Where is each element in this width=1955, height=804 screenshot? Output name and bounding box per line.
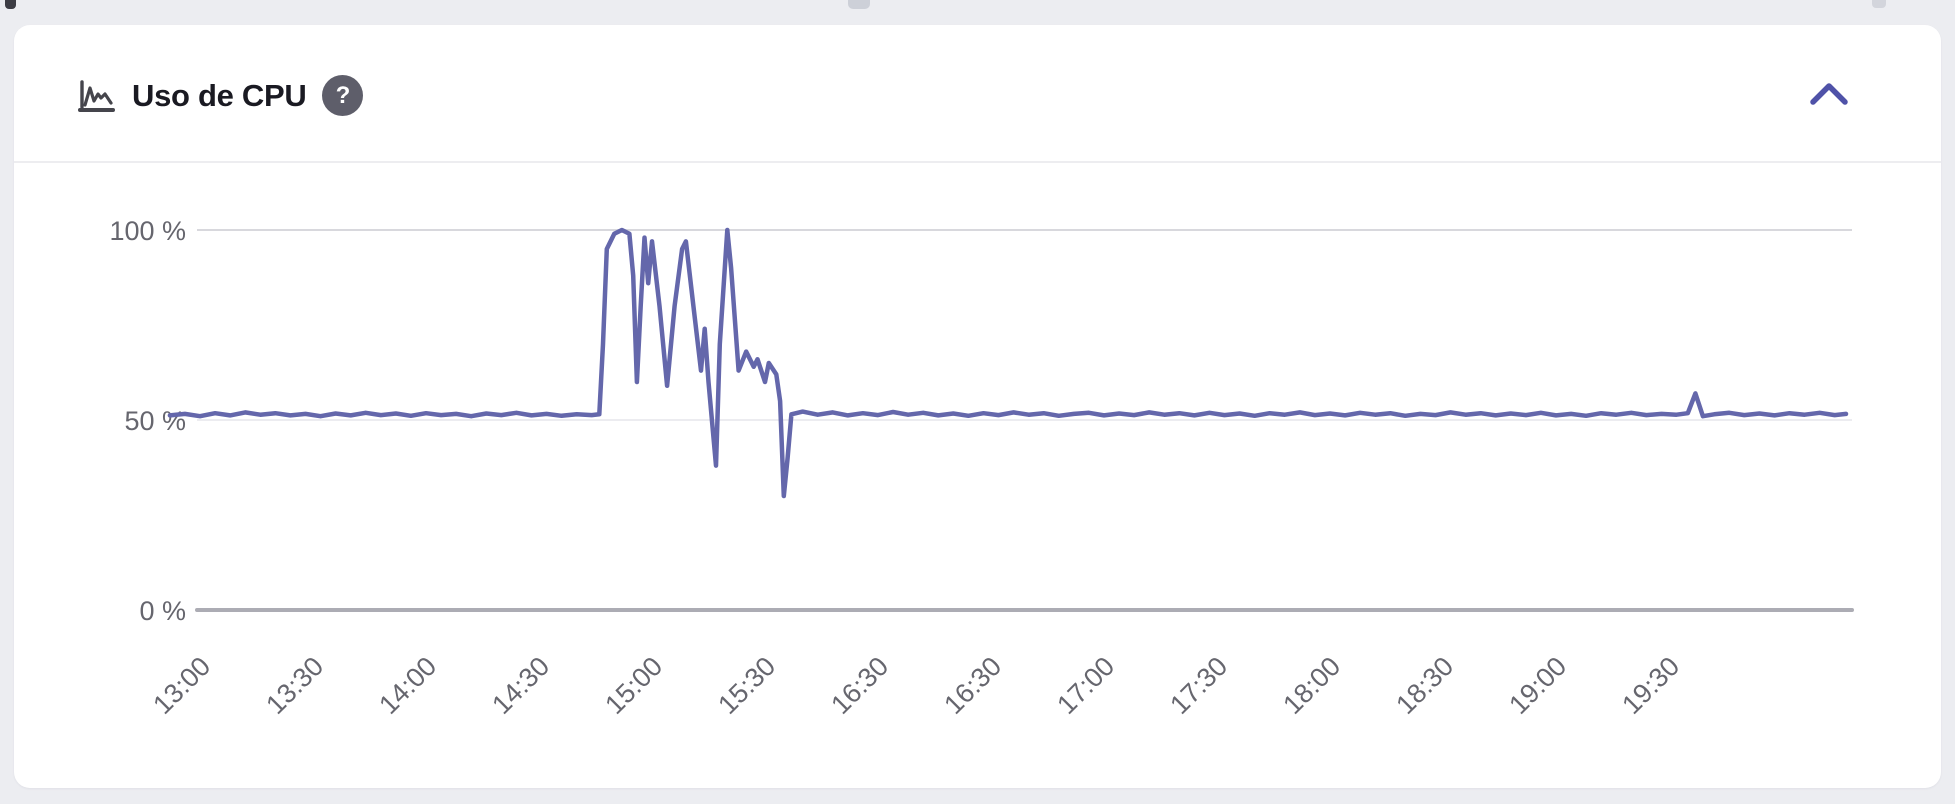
cpu-usage-card: Uso de CPU ?: [14, 25, 1941, 788]
cropped-ui-fragment: [1872, 0, 1886, 8]
card-header: Uso de CPU ?: [14, 25, 1941, 163]
collapse-button[interactable]: [1805, 76, 1853, 116]
line-chart-icon: [78, 79, 116, 113]
help-icon: ?: [335, 81, 351, 109]
help-button[interactable]: ?: [322, 75, 364, 116]
chevron-up-icon: [1809, 80, 1849, 111]
cropped-ui-fragment: [848, 0, 870, 9]
card-title: Uso de CPU: [132, 77, 307, 113]
cropped-ui-fragment: [5, 0, 16, 9]
